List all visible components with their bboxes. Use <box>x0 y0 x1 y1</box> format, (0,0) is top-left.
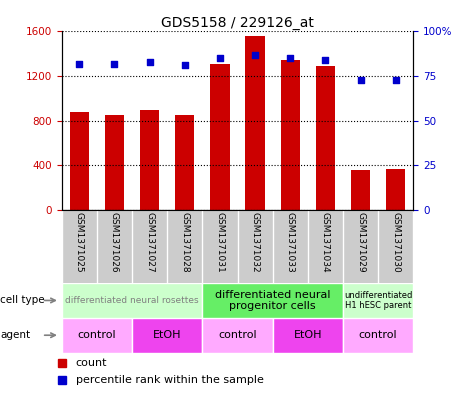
Text: GSM1371031: GSM1371031 <box>216 212 224 273</box>
Title: GDS5158 / 229126_at: GDS5158 / 229126_at <box>161 17 314 30</box>
Point <box>251 51 259 58</box>
Text: GSM1371030: GSM1371030 <box>391 212 400 273</box>
Text: GSM1371027: GSM1371027 <box>145 212 154 273</box>
Point <box>357 77 364 83</box>
Text: control: control <box>218 330 257 340</box>
Bar <box>273 318 343 353</box>
Bar <box>105 114 124 210</box>
Bar <box>351 170 370 210</box>
Bar <box>140 110 159 210</box>
Point <box>392 77 399 83</box>
Text: GSM1371032: GSM1371032 <box>251 212 259 273</box>
Point <box>146 59 153 65</box>
Bar <box>210 64 229 210</box>
Text: GSM1371025: GSM1371025 <box>75 212 84 273</box>
Bar <box>175 114 194 210</box>
Bar <box>62 318 132 353</box>
Bar <box>316 66 335 210</box>
Point <box>76 61 83 67</box>
Text: GSM1371033: GSM1371033 <box>286 212 294 273</box>
Bar <box>202 283 343 318</box>
Text: percentile rank within the sample: percentile rank within the sample <box>76 375 264 385</box>
Point <box>286 55 294 61</box>
Text: EtOH: EtOH <box>294 330 322 340</box>
Bar <box>343 283 413 318</box>
Bar <box>246 36 265 210</box>
Point <box>111 61 118 67</box>
Text: GSM1371034: GSM1371034 <box>321 212 330 273</box>
Bar <box>202 318 273 353</box>
Point <box>322 57 329 63</box>
Point <box>181 62 189 68</box>
Text: GSM1371028: GSM1371028 <box>180 212 189 273</box>
Text: control: control <box>77 330 116 340</box>
Bar <box>386 169 405 210</box>
Bar <box>62 283 202 318</box>
Text: cell type: cell type <box>0 296 45 305</box>
Text: EtOH: EtOH <box>153 330 181 340</box>
Bar <box>70 112 89 210</box>
Bar <box>132 318 202 353</box>
Text: differentiated neural
progenitor cells: differentiated neural progenitor cells <box>215 290 331 311</box>
Text: GSM1371029: GSM1371029 <box>356 212 365 273</box>
Text: control: control <box>359 330 398 340</box>
Bar <box>281 61 300 210</box>
Text: GSM1371026: GSM1371026 <box>110 212 119 273</box>
Text: differentiated neural rosettes: differentiated neural rosettes <box>65 296 199 305</box>
Bar <box>343 318 413 353</box>
Point <box>216 55 224 61</box>
Text: count: count <box>76 358 107 368</box>
Text: agent: agent <box>0 330 30 340</box>
Text: undifferentiated
H1 hESC parent: undifferentiated H1 hESC parent <box>344 291 412 310</box>
